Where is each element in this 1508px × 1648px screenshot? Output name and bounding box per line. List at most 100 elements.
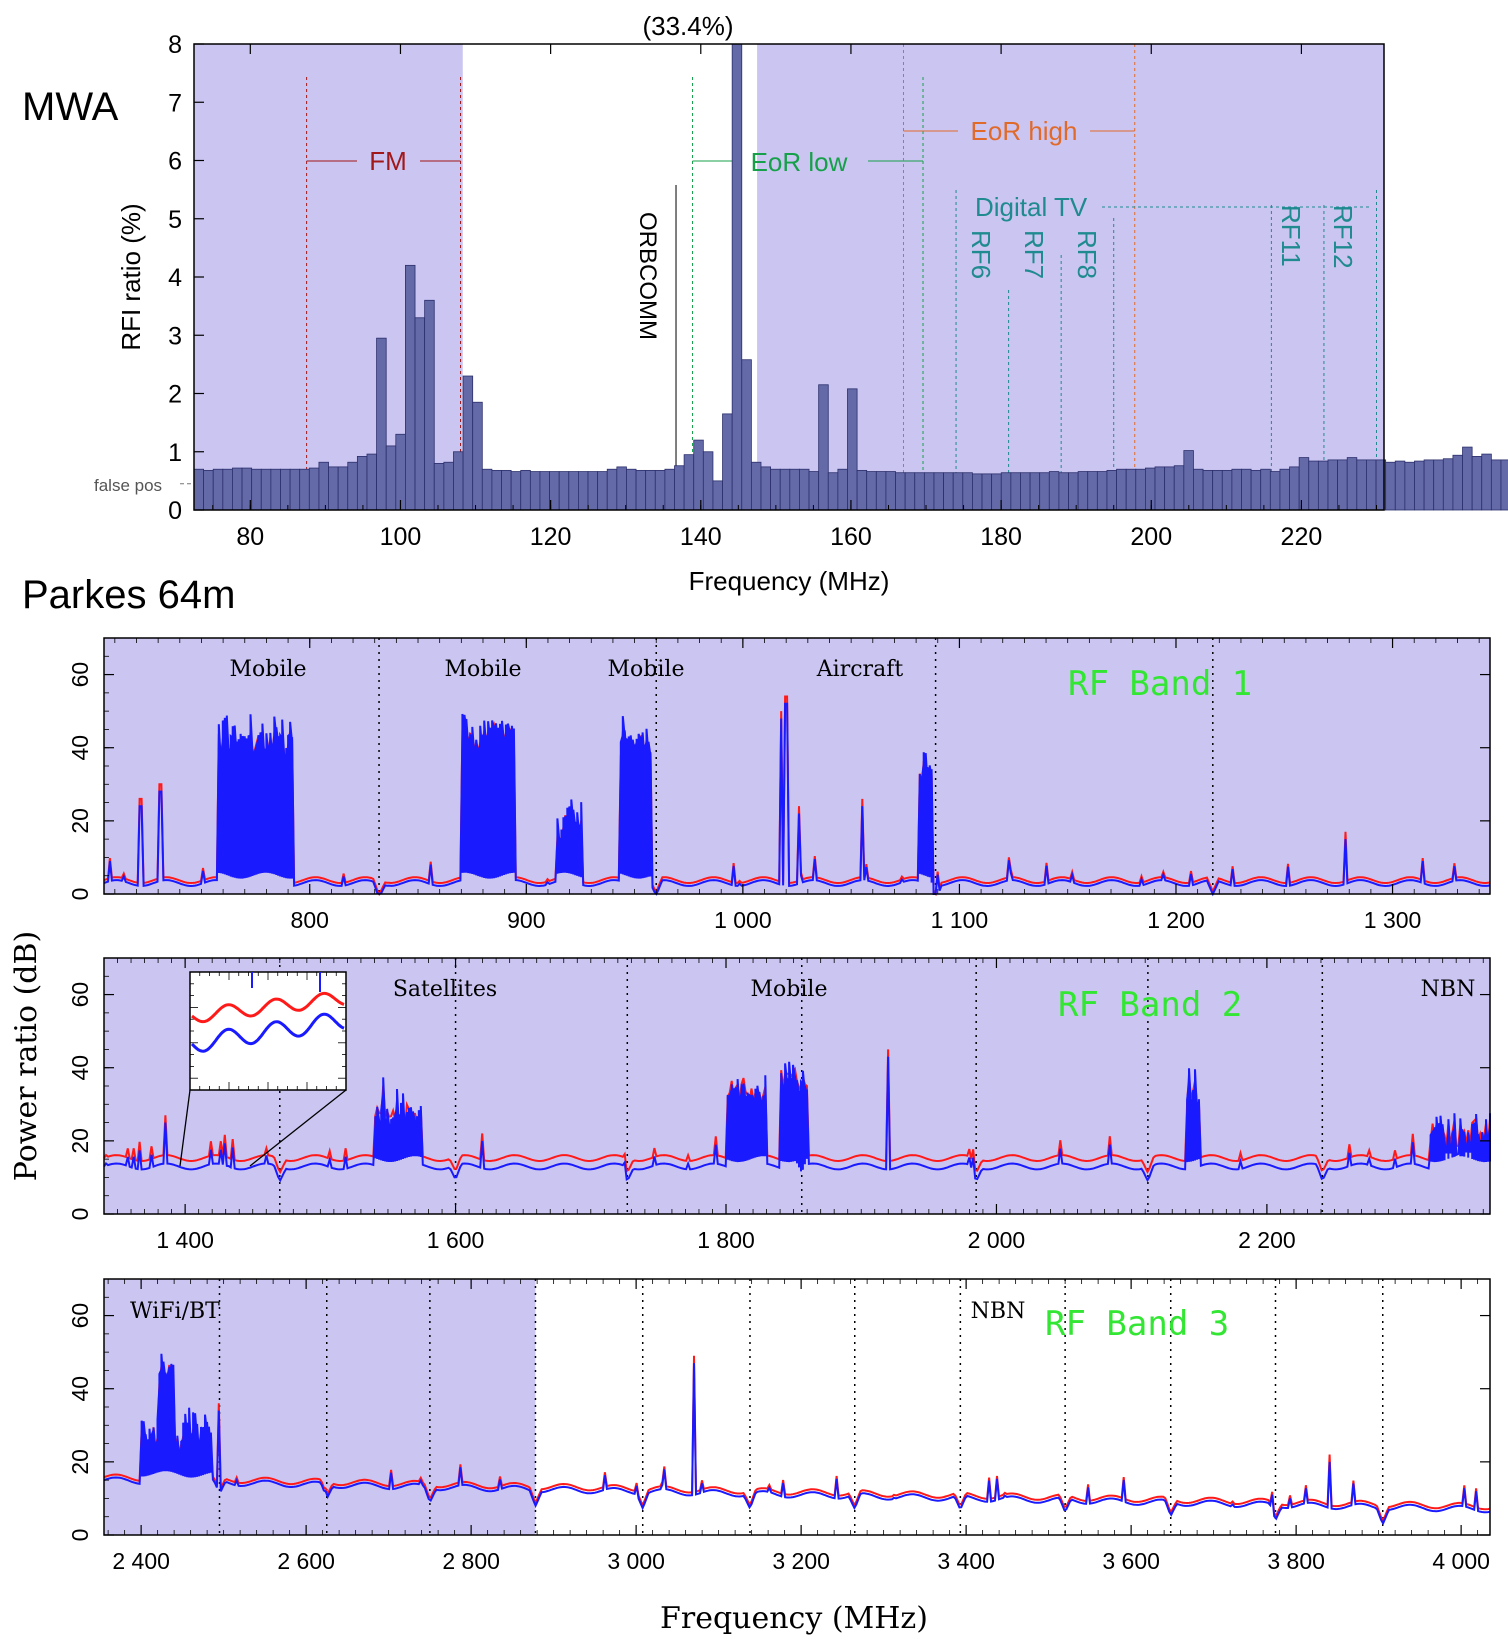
mwa-bar [1414, 460, 1425, 511]
mwa-bar [318, 461, 329, 511]
band3-dividers [218, 1279, 1384, 1535]
mwa-bar [299, 468, 310, 511]
b2-y-tick-label: 20 [67, 1128, 93, 1154]
mwa-bar [270, 468, 281, 511]
b1-x-tick-label: 1 300 [1364, 907, 1422, 933]
b3-x-tick-label: 3 200 [772, 1548, 830, 1574]
b1-x-tick-label: 1 000 [714, 907, 772, 933]
b1-x-tick-label: 1 200 [1147, 907, 1205, 933]
mwa-bar [308, 467, 320, 511]
mwa-bar [385, 445, 397, 511]
mwa-x-tick-label: 180 [980, 523, 1022, 551]
b3-x-tick-label: 4 000 [1432, 1548, 1490, 1574]
b3-x-tick-label: 3 000 [607, 1548, 665, 1574]
mwa-shade-1 [757, 44, 1384, 510]
band2-zoom-inset [179, 971, 347, 1167]
b2-x-tick-label: 1 600 [427, 1227, 485, 1253]
mwa-bar [462, 375, 474, 511]
band3-x-axis-label: Frequency (MHz) [660, 1601, 928, 1636]
rf7-label: RF7 [1019, 230, 1049, 279]
mwa-bar [1452, 454, 1463, 511]
mwa-bar [1096, 471, 1108, 511]
mwa-bar [366, 453, 377, 511]
mwa-bar [799, 468, 810, 511]
inset-connector-right [249, 1089, 347, 1167]
mwa-y-tick-label: 8 [168, 31, 182, 59]
eor-low-label: EoR low [751, 147, 848, 177]
mwa-bar [443, 461, 454, 511]
b3-x-tick-label: 2 400 [112, 1548, 170, 1574]
mwa-bar [1279, 468, 1290, 511]
band1-annotation-aircraft: Aircraft [816, 657, 904, 682]
mwa-bar [1366, 459, 1377, 511]
mwa-y-tick-label: 5 [168, 206, 182, 234]
mwa-bar [568, 471, 579, 511]
mwa-bar [539, 471, 550, 511]
b3-y-tick-label: 40 [67, 1376, 93, 1402]
rf12-label: RF12 [1328, 205, 1358, 269]
mwa-bar [875, 471, 887, 511]
mwa-bar [222, 468, 233, 511]
mwa-bar [645, 469, 656, 511]
band3-annotation-nbn: NBN [971, 1299, 1026, 1324]
mwa-bar [280, 468, 291, 511]
mwa-bar [1077, 471, 1089, 511]
mwa-bar [1385, 461, 1396, 511]
b1-y-tick-label: 40 [67, 735, 93, 761]
band1-axes: 800 900 1 000 1 100 1 200 1 300 0 20 40 60 [67, 637, 1490, 933]
mwa-bar [981, 473, 993, 511]
mwa-bar [779, 468, 791, 511]
b3-shade [104, 1279, 536, 1535]
mwa-bar [529, 471, 541, 511]
band1-annotation-mobile-1: Mobile [230, 657, 307, 682]
b2-x-tick-label: 2 000 [968, 1227, 1026, 1253]
mwa-bar [722, 413, 733, 511]
b2-x-tick-label: 1 400 [156, 1227, 214, 1253]
mwa-bar [232, 467, 243, 511]
b1-y-tick-label: 0 [67, 888, 93, 901]
mwa-x-tick-label: 100 [380, 523, 422, 551]
mwa-bar [1298, 457, 1310, 511]
mwa-bar [1000, 472, 1012, 511]
mwa-bar [1500, 459, 1508, 511]
mwa-bar [741, 359, 752, 511]
mwa-bar [578, 471, 589, 511]
b3-x-tick-label: 2 800 [442, 1548, 500, 1574]
mwa-bar [674, 465, 685, 511]
mwa-bar [962, 472, 973, 511]
mwa-bar [251, 468, 262, 511]
mwa-bar [606, 468, 618, 511]
mwa-bar [1433, 459, 1444, 511]
mwa-bar [818, 384, 829, 511]
mwa-bar [405, 264, 416, 511]
mwa-bar [952, 472, 964, 511]
mwa-bar [1308, 460, 1319, 511]
mwa-bar [1327, 459, 1339, 511]
band3-label: RF Band 3 [1045, 1304, 1229, 1344]
inset-series-blue [190, 1012, 345, 1053]
band1-dividers [378, 638, 1214, 894]
band3-series-blue [103, 1353, 1491, 1526]
rf8-label: RF8 [1072, 230, 1102, 279]
mwa-bar [1010, 472, 1021, 511]
mwa-bar [914, 472, 925, 511]
mwa-bar [1106, 469, 1117, 511]
inset-series-red [191, 991, 345, 1024]
band3-annotation-wifi-bt: WiFi/BT [130, 1299, 220, 1324]
mwa-y-tick-label: 0 [168, 497, 182, 525]
rf6-label: RF6 [966, 230, 996, 279]
b2-x-tick-label: 1 800 [697, 1227, 755, 1253]
mwa-x-tick-label: 140 [680, 523, 722, 551]
b3-x-tick-label: 3 600 [1102, 1548, 1160, 1574]
b2-y-tick-label: 60 [67, 982, 93, 1008]
mwa-bar [424, 299, 435, 511]
mwa-bar [1087, 471, 1098, 511]
band1-annotation-mobile-2: Mobile [445, 657, 522, 682]
mwa-bar [1221, 469, 1233, 511]
mwa-y-tick-label: 1 [168, 439, 182, 467]
mwa-bar [1462, 446, 1473, 511]
mwa-bar [472, 401, 483, 511]
rf-band-3-panel: 2 400 2 600 2 800 3 000 3 200 3 400 3 600 3 800… [67, 1278, 1491, 1636]
mwa-bar [837, 468, 848, 511]
mwa-bar [1356, 459, 1367, 511]
